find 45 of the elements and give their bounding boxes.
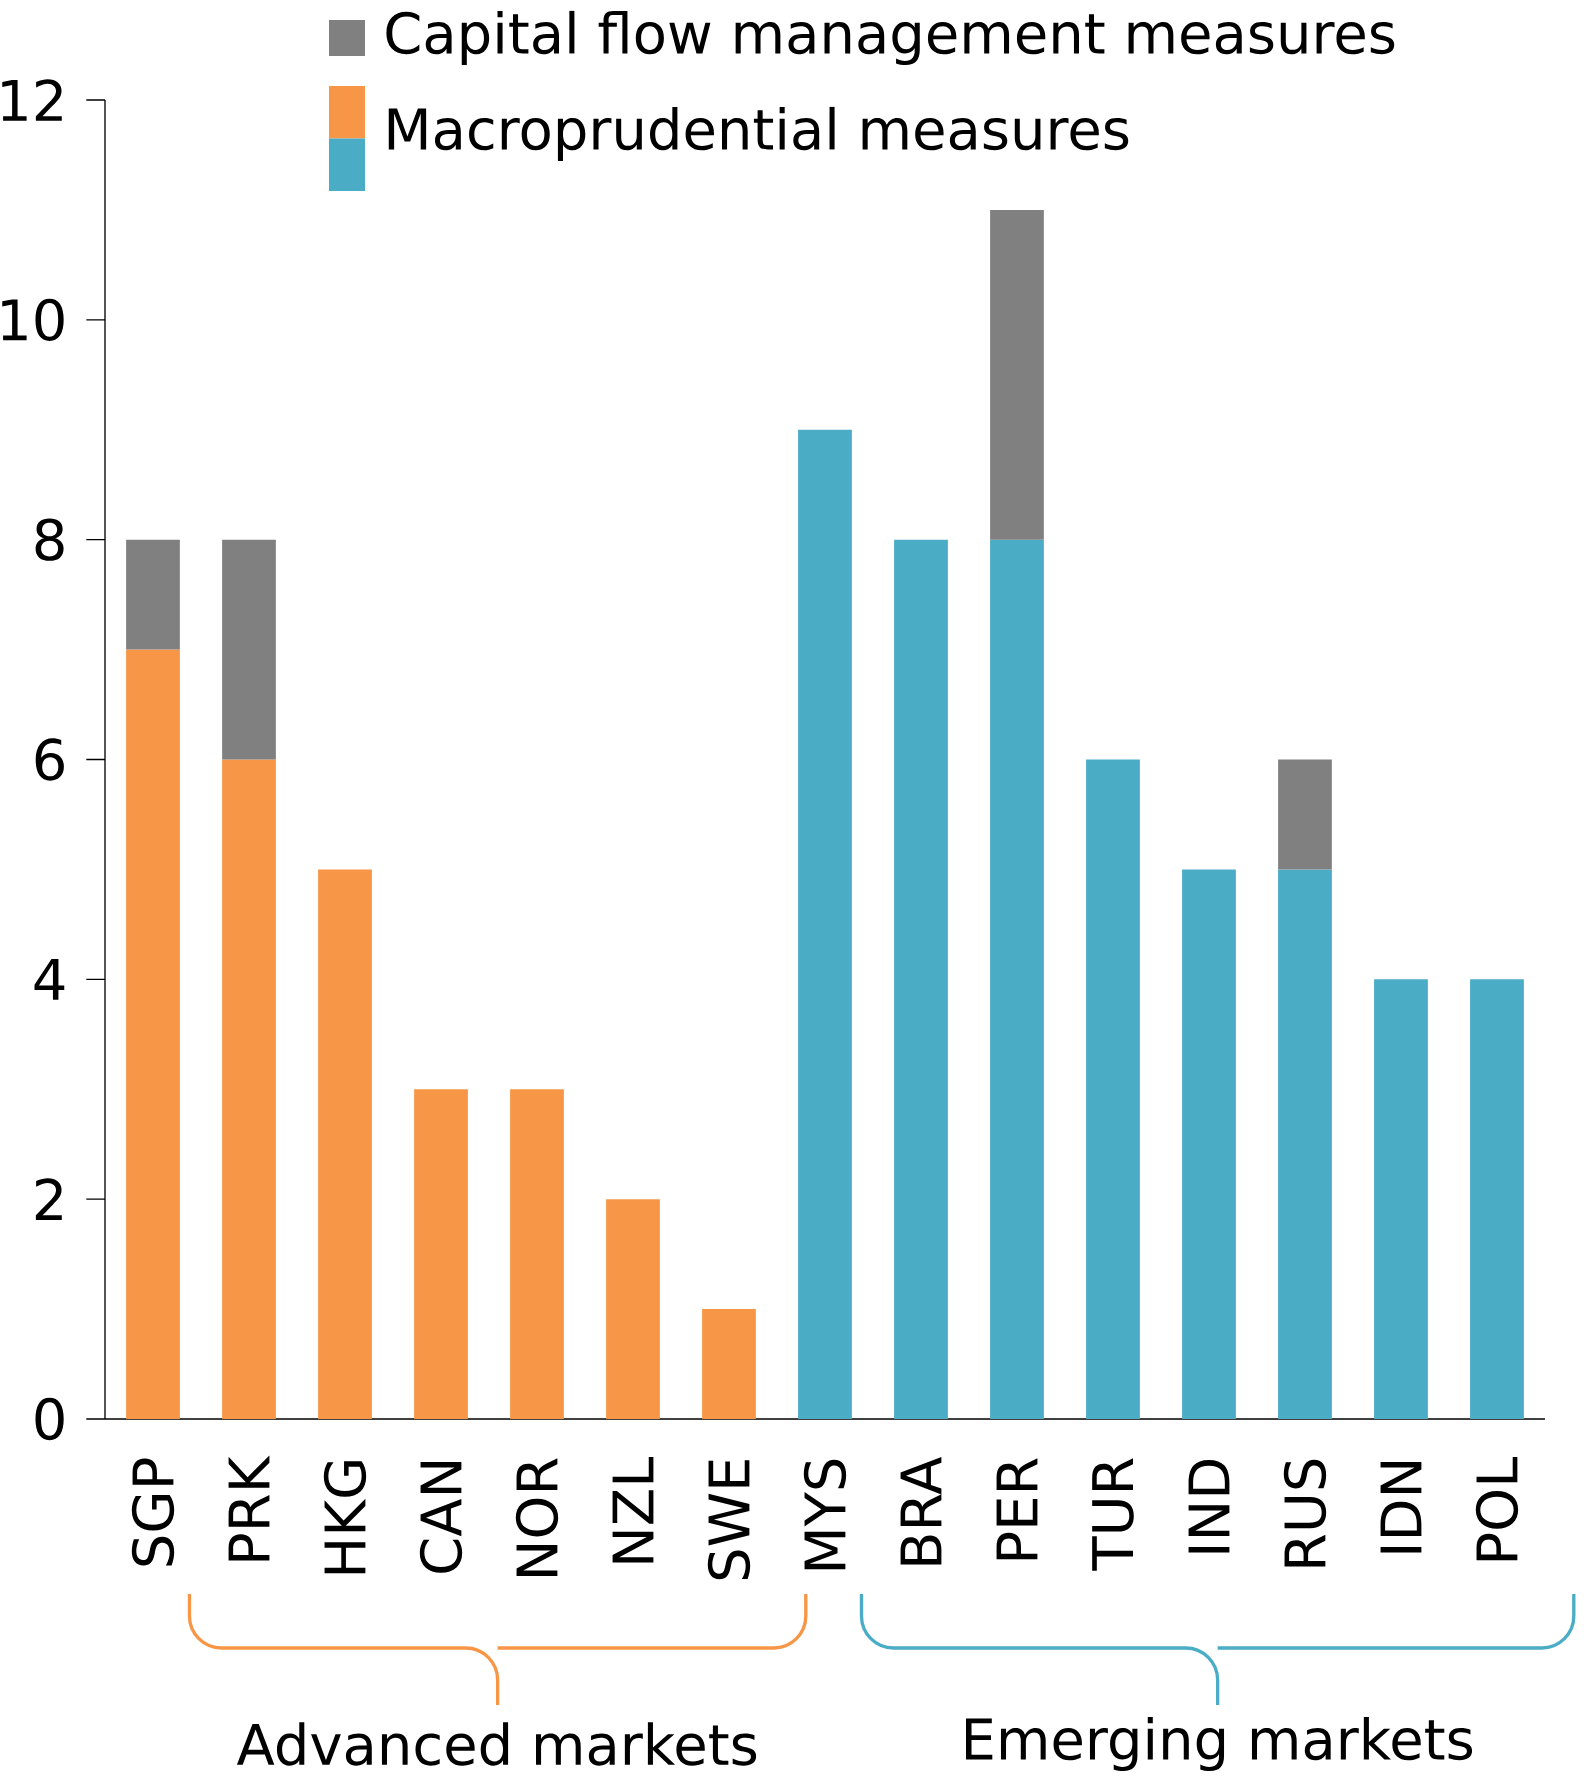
x-tick-label: BRA xyxy=(900,1457,942,1565)
x-tick-label: TUR xyxy=(1092,1458,1134,1571)
text: Emerging markets xyxy=(966,1716,1473,1772)
bar xyxy=(1470,979,1524,1419)
x-tick-label: NZL xyxy=(612,1456,654,1563)
y-tick-label: 0 xyxy=(35,1397,64,1441)
x-tick-label: IDN xyxy=(1380,1462,1422,1553)
bar xyxy=(1278,869,1332,1419)
x-tick-label: RUS xyxy=(1283,1459,1327,1567)
y-tick-label: 10 xyxy=(2,298,64,342)
bar xyxy=(222,759,276,1419)
y-tick-label: 4 xyxy=(34,958,65,1000)
x-tick-label: SGP xyxy=(131,1458,175,1566)
y-tick-label: 6 xyxy=(35,738,64,781)
bar xyxy=(798,429,852,1419)
y-tick-label: 12 xyxy=(2,79,62,121)
x-tick-label: SWE xyxy=(707,1460,751,1580)
bar xyxy=(510,1089,564,1419)
bar xyxy=(1278,759,1332,870)
x-tick-label: HKG xyxy=(323,1461,367,1574)
bar xyxy=(414,1089,468,1419)
legend-label: Macroprudential measures xyxy=(388,106,1129,162)
bar xyxy=(990,539,1044,1419)
bar xyxy=(318,869,372,1419)
x-tick-label: CAN xyxy=(419,1462,463,1573)
x-tick-label: NOR xyxy=(515,1458,559,1576)
x-tick-label: PRK xyxy=(228,1455,270,1561)
x-tick-label: POL xyxy=(1475,1456,1519,1561)
bar xyxy=(222,539,276,760)
text: Advanced markets xyxy=(236,1722,757,1766)
x-tick-label: PER xyxy=(996,1458,1038,1560)
bar xyxy=(126,539,180,650)
bar xyxy=(1086,759,1140,1419)
bar xyxy=(1374,979,1428,1419)
bar xyxy=(990,209,1044,540)
legend-label: Capital flow management measures xyxy=(386,10,1395,66)
y-tick-label: 8 xyxy=(35,518,64,561)
bar xyxy=(894,539,948,1419)
x-tick-label: IND xyxy=(1188,1459,1230,1553)
bar xyxy=(1182,869,1236,1419)
bar xyxy=(702,1309,756,1419)
x-tick-label: MYS xyxy=(803,1459,847,1570)
bar xyxy=(126,649,180,1419)
y-tick-label: 2 xyxy=(35,1178,62,1220)
bar xyxy=(606,1199,660,1419)
